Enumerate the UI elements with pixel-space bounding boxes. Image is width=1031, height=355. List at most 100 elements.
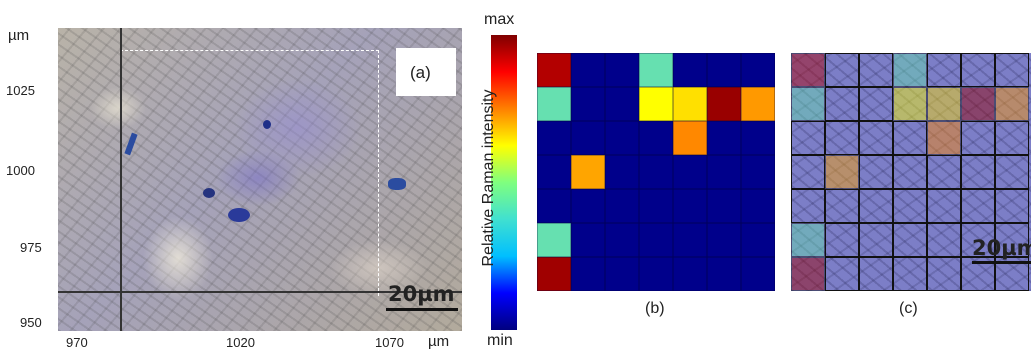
overlay-cell: [961, 223, 995, 257]
x-tick-label: 1020: [226, 335, 255, 350]
heatmap-cell: [741, 257, 775, 291]
overlay-cell: [893, 121, 927, 155]
overlay-cell: [995, 121, 1029, 155]
heatmap-cell: [639, 121, 673, 155]
heatmap-cell: [537, 189, 571, 223]
overlay-cell: [961, 121, 995, 155]
overlay-cell: [893, 53, 927, 87]
overlay-cell: [825, 121, 859, 155]
heatmap-cell: [707, 189, 741, 223]
overlay-cell: [893, 155, 927, 189]
overlay-cell: [995, 87, 1029, 121]
overlay-cell: [859, 121, 893, 155]
particle: [228, 208, 250, 222]
overlay-cell: [927, 155, 961, 189]
optical-micrograph: (a) 20µm: [58, 28, 462, 331]
overlay-map: [791, 53, 1031, 291]
overlay-cell: [961, 87, 995, 121]
overlay-cell: [927, 53, 961, 87]
overlay-cell: [961, 257, 995, 291]
overlay-cell: [859, 87, 893, 121]
heatmap-cell: [605, 155, 639, 189]
heatmap-cell: [639, 87, 673, 121]
overlay-cell: [859, 53, 893, 87]
overlay-cell: [825, 223, 859, 257]
overlay-cell: [893, 223, 927, 257]
heatmap-cell: [537, 121, 571, 155]
heatmap-cell: [673, 53, 707, 87]
colorbar-max-label: max: [484, 11, 515, 28]
heatmap-cell: [571, 121, 605, 155]
heatmap-cell: [571, 155, 605, 189]
overlay-cell: [995, 223, 1029, 257]
heatmap-cell: [707, 87, 741, 121]
overlay-cell: [859, 155, 893, 189]
overlay-cell: [961, 189, 995, 223]
y-tick-label: 1000: [6, 163, 35, 178]
overlay-cell: [791, 223, 825, 257]
heatmap-cell: [707, 155, 741, 189]
overlay-cell: [961, 53, 995, 87]
overlay-cell: [995, 257, 1029, 291]
particle: [263, 120, 271, 129]
heatmap-cell: [605, 53, 639, 87]
heatmap-cell: [673, 155, 707, 189]
heatmap-cell: [741, 189, 775, 223]
overlay-cell: [791, 87, 825, 121]
panel-label-c: (c): [899, 300, 918, 317]
heatmap-cell: [537, 53, 571, 87]
colorbar: [491, 35, 517, 330]
heatmap-cell: [741, 155, 775, 189]
overlay-cell: [995, 53, 1029, 87]
overlay-cell: [893, 257, 927, 291]
heatmap-cell: [707, 121, 741, 155]
overlay-cell: [995, 189, 1029, 223]
overlay-cell: [927, 121, 961, 155]
heatmap-cell: [605, 121, 639, 155]
y-unit-label: µm: [8, 27, 30, 44]
scale-bar-a: [386, 308, 458, 311]
y-tick-label: 975: [20, 240, 42, 255]
heatmap-cell: [707, 53, 741, 87]
overlay-cell: [825, 87, 859, 121]
overlay-cell: [825, 257, 859, 291]
heatmap-cell: [673, 189, 707, 223]
y-tick-label: 1025: [6, 83, 35, 98]
overlay-cell: [825, 53, 859, 87]
x-unit-label: µm: [428, 333, 450, 350]
panel-label-b: (b): [645, 300, 665, 317]
overlay-cell: [927, 257, 961, 291]
heatmap-cell: [741, 87, 775, 121]
heatmap-cell: [605, 223, 639, 257]
overlay-cell: [893, 87, 927, 121]
scale-bar-label-a: 20µm: [388, 282, 455, 306]
overlay-cell: [927, 189, 961, 223]
panel-label-a: (a): [410, 63, 431, 82]
particle: [388, 178, 406, 190]
heatmap-cell: [639, 53, 673, 87]
panel-label-box: (a): [396, 48, 456, 96]
heatmap-cell: [673, 223, 707, 257]
overlay-cell: [791, 257, 825, 291]
overlay-cell: [995, 155, 1029, 189]
heatmap-cell: [673, 87, 707, 121]
overlay-cell: [791, 53, 825, 87]
heatmap-cell: [571, 53, 605, 87]
y-tick-label: 950: [20, 315, 42, 330]
raman-heatmap: [537, 53, 775, 291]
crosshair-horizontal: [58, 291, 462, 293]
heatmap-cell: [571, 257, 605, 291]
colorbar-min-label: min: [487, 332, 513, 349]
heatmap-cell: [605, 257, 639, 291]
particle: [203, 188, 215, 198]
heatmap-cell: [537, 87, 571, 121]
overlay-cell: [927, 87, 961, 121]
heatmap-cell: [537, 257, 571, 291]
overlay-cell: [961, 155, 995, 189]
heatmap-cell: [537, 155, 571, 189]
overlay-cell: [791, 121, 825, 155]
heatmap-cell: [639, 155, 673, 189]
heatmap-cell: [571, 189, 605, 223]
heatmap-cell: [571, 87, 605, 121]
overlay-cell: [825, 155, 859, 189]
